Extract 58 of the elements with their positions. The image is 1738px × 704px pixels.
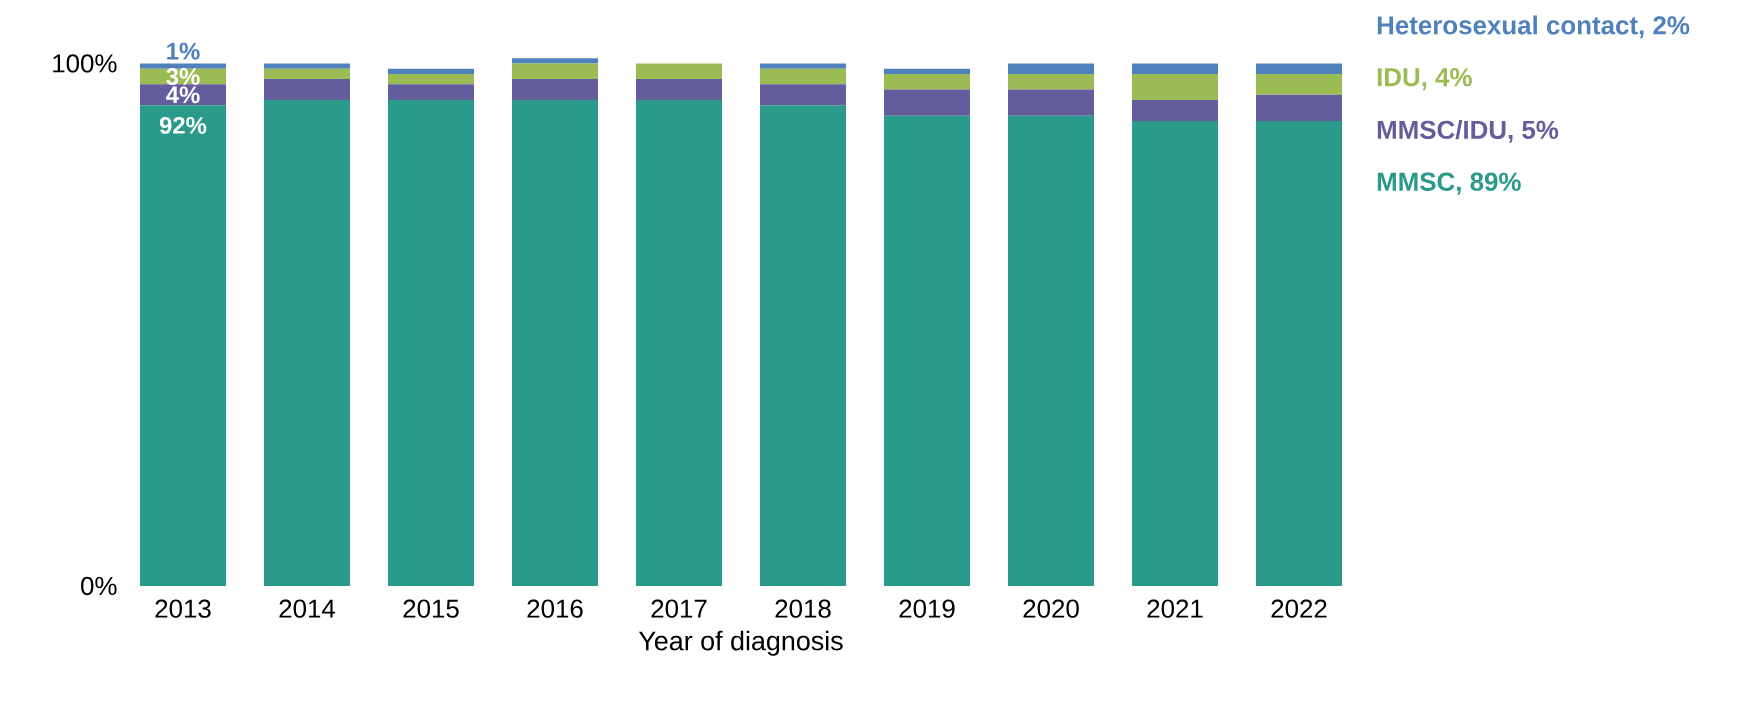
bar bbox=[884, 68, 971, 74]
bar bbox=[1256, 73, 1343, 95]
bar bbox=[1008, 73, 1095, 90]
bar bbox=[884, 89, 971, 116]
bar bbox=[636, 79, 723, 101]
data-label: 92% bbox=[159, 116, 207, 134]
bar bbox=[1256, 120, 1343, 586]
bar bbox=[1132, 100, 1219, 121]
bar bbox=[1132, 73, 1219, 101]
bar bbox=[140, 63, 226, 69]
bar bbox=[264, 79, 350, 101]
series-label: MMSC, 89% bbox=[1377, 172, 1521, 195]
bar bbox=[140, 105, 226, 586]
bar bbox=[264, 68, 350, 80]
bar bbox=[1008, 115, 1095, 586]
bar bbox=[388, 100, 475, 586]
x-tick-label: 2016 bbox=[527, 599, 583, 618]
series-label: IDU, 4% bbox=[1377, 68, 1472, 91]
x-tick-label: 2019 bbox=[899, 599, 955, 618]
bar bbox=[760, 63, 847, 69]
bar bbox=[512, 63, 599, 80]
bar bbox=[1256, 94, 1343, 121]
series-label: MMSC/IDU, 5% bbox=[1377, 119, 1559, 143]
x-axis-title: Year of diagnosis bbox=[638, 630, 843, 656]
x-tick-label: 2015 bbox=[403, 599, 459, 618]
bar bbox=[1008, 89, 1095, 116]
bar bbox=[760, 68, 847, 85]
bar bbox=[760, 105, 847, 586]
bar bbox=[884, 115, 971, 586]
data-label: 1% bbox=[167, 42, 200, 60]
x-tick-label: 2013 bbox=[155, 599, 211, 618]
bar bbox=[1132, 120, 1219, 586]
bar bbox=[512, 79, 599, 101]
bar bbox=[884, 73, 971, 90]
x-tick-label: 2020 bbox=[1023, 599, 1079, 618]
bar bbox=[1256, 63, 1343, 74]
x-tick-label: 2021 bbox=[1147, 599, 1203, 618]
y-tick-label: 0% bbox=[81, 576, 117, 596]
x-tick-label: 2017 bbox=[651, 599, 707, 618]
x-tick-label: 2022 bbox=[1271, 599, 1327, 618]
series-label: Heterosexual contact, 2% bbox=[1377, 15, 1690, 39]
bar bbox=[264, 63, 350, 69]
bar bbox=[512, 58, 599, 64]
data-label: 4% bbox=[166, 86, 200, 104]
x-tick-label: 2018 bbox=[775, 599, 831, 618]
bar bbox=[512, 100, 599, 586]
x-tick-label: 2014 bbox=[279, 599, 336, 618]
bar bbox=[760, 84, 847, 106]
bar bbox=[388, 84, 475, 101]
data-label: 3% bbox=[166, 68, 200, 85]
bar bbox=[264, 100, 350, 586]
bar bbox=[1008, 63, 1095, 74]
bar bbox=[1132, 63, 1219, 74]
bar bbox=[388, 73, 475, 85]
bar bbox=[636, 100, 723, 586]
bar bbox=[388, 68, 475, 74]
bar bbox=[636, 63, 723, 80]
y-tick-label: 100% bbox=[53, 54, 117, 73]
